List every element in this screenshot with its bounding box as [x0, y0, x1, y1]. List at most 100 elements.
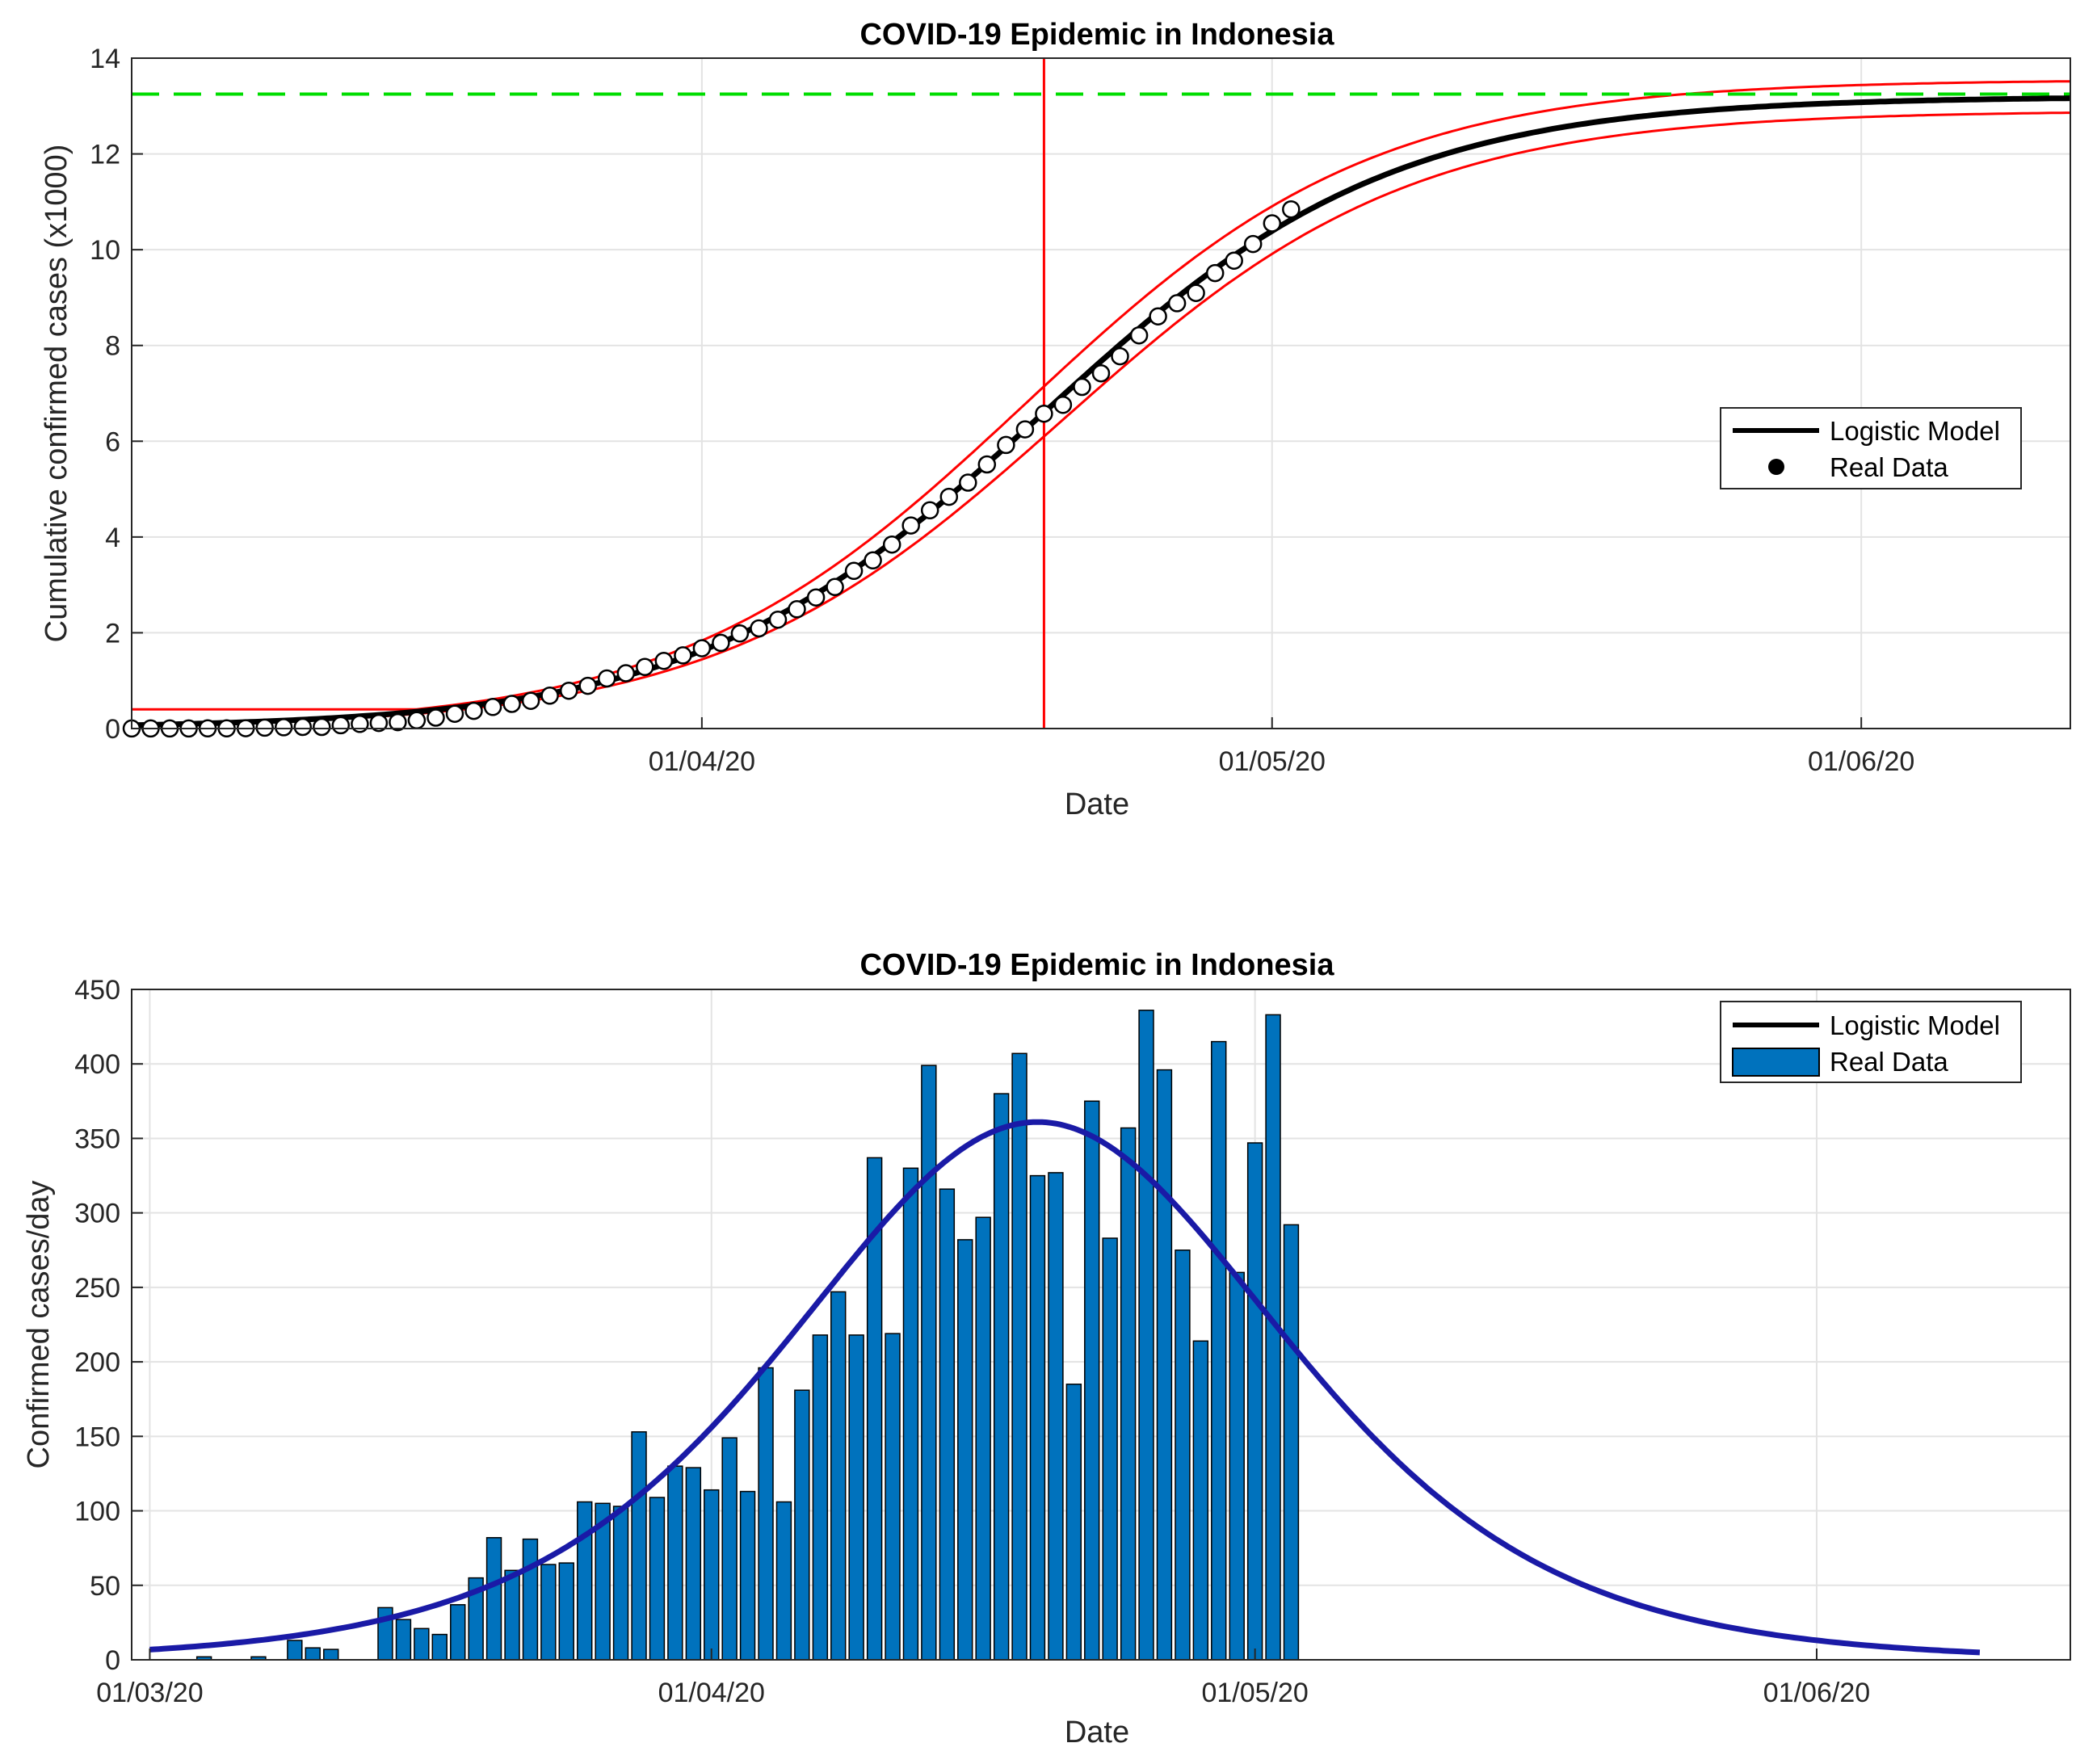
data-point — [692, 639, 712, 657]
model-curve — [149, 1119, 1981, 1656]
y-tick-label: 2 — [105, 618, 120, 649]
data-point — [882, 535, 901, 554]
legend: Logistic Model Real Data — [1720, 407, 2022, 489]
data-point — [578, 676, 597, 695]
legend: Logistic Model Real Data — [1720, 1001, 2022, 1083]
data-bar — [305, 1647, 321, 1661]
y-tick-label: 300 — [74, 1199, 120, 1229]
data-bar — [395, 1619, 412, 1661]
y-tick-label: 450 — [74, 975, 120, 1006]
data-point — [1149, 307, 1167, 326]
x-tick-label: 01/03/20 — [96, 1678, 203, 1708]
data-bar — [1138, 1010, 1154, 1661]
data-point — [255, 718, 274, 737]
data-bar — [612, 1506, 629, 1661]
x-tick-label: 01/04/20 — [649, 746, 755, 777]
plot-area — [132, 989, 2070, 1660]
data-point — [1187, 284, 1205, 302]
data-bar — [1065, 1384, 1082, 1661]
data-point — [674, 646, 692, 665]
data-bar — [1120, 1127, 1137, 1661]
data-point — [712, 633, 730, 653]
data-point — [1243, 234, 1263, 254]
y-tick-label: 6 — [105, 426, 120, 457]
data-point — [730, 624, 750, 643]
data-point — [331, 716, 351, 735]
y-tick-label: 14 — [90, 44, 120, 74]
y-tick-label: 0 — [105, 1645, 120, 1676]
data-bar — [1229, 1271, 1245, 1661]
data-point — [959, 473, 977, 492]
y-tick-label: 12 — [90, 140, 120, 170]
data-bar — [631, 1431, 647, 1661]
real-data-bars — [195, 1010, 1300, 1661]
cumulative-chart: 0 2 4 6 8 10 12 14 01/04/20 01/05/20 01/06/20 COVI… — [40, 18, 2071, 821]
data-bar — [993, 1093, 1010, 1661]
data-point — [788, 600, 806, 619]
data-bar — [1192, 1340, 1209, 1661]
x-tick-label: 01/05/20 — [1201, 1678, 1308, 1708]
data-point — [313, 717, 331, 737]
data-bar — [287, 1640, 303, 1661]
legend-data-swatch — [1732, 1048, 1820, 1077]
data-bar — [794, 1389, 810, 1661]
data-bar — [848, 1334, 864, 1661]
data-point — [502, 695, 521, 713]
data-bar — [485, 1537, 502, 1661]
data-bar — [1175, 1250, 1191, 1661]
data-point — [1129, 326, 1149, 345]
data-point — [464, 701, 483, 720]
data-point — [597, 669, 616, 688]
data-point — [864, 551, 882, 570]
data-bar — [685, 1467, 702, 1661]
y-tick-label: 4 — [105, 523, 120, 553]
data-point — [844, 561, 864, 581]
legend-box — [1720, 407, 2022, 489]
legend-model-label: Logistic Model — [1830, 1010, 2000, 1040]
data-point — [521, 691, 540, 710]
y-axis-label: Cumulative confirmed cases (x1000) — [40, 145, 74, 643]
y-tick-label: 350 — [74, 1124, 120, 1154]
data-bar — [775, 1501, 792, 1661]
data-bar — [323, 1648, 339, 1661]
data-point — [1167, 294, 1187, 313]
data-point — [806, 588, 826, 607]
chart-title: COVID-19 Epidemic in Indonesia — [859, 948, 1334, 982]
data-point — [1091, 363, 1111, 383]
data-point — [901, 516, 920, 535]
data-bar — [739, 1490, 756, 1661]
data-bar — [540, 1564, 557, 1661]
data-bar — [902, 1167, 919, 1661]
real-data-points — [122, 200, 1301, 738]
data-point — [483, 698, 502, 716]
y-tick-label: 0 — [105, 714, 120, 745]
data-bar — [812, 1334, 829, 1661]
data-point — [1035, 404, 1053, 423]
data-point — [768, 610, 788, 629]
data-point — [977, 455, 997, 474]
x-tick-label: 01/06/20 — [1808, 746, 1914, 777]
data-bar — [1029, 1174, 1046, 1661]
data-point — [939, 487, 959, 506]
legend-data-swatch — [1768, 459, 1784, 475]
axes-box — [131, 57, 2071, 729]
data-bar — [975, 1216, 991, 1661]
data-point — [445, 704, 464, 723]
data-point — [1053, 395, 1073, 414]
data-bar — [414, 1628, 430, 1661]
tick-labels: 0 50 100 150 200 250 300 350 400 450 01/03/20 01/04… — [74, 975, 1870, 1708]
data-bar — [1084, 1100, 1100, 1661]
data-bar — [957, 1239, 973, 1661]
data-point — [1205, 263, 1225, 283]
data-bar — [885, 1333, 901, 1661]
y-tick-label: 100 — [74, 1497, 120, 1527]
data-bar — [1211, 1040, 1227, 1661]
data-point — [369, 713, 389, 733]
data-bar — [577, 1501, 593, 1661]
axes-box — [131, 989, 2071, 1661]
data-bar — [450, 1604, 466, 1661]
data-bar — [1246, 1142, 1263, 1661]
data-bar — [721, 1437, 738, 1661]
y-tick-label: 200 — [74, 1347, 120, 1378]
